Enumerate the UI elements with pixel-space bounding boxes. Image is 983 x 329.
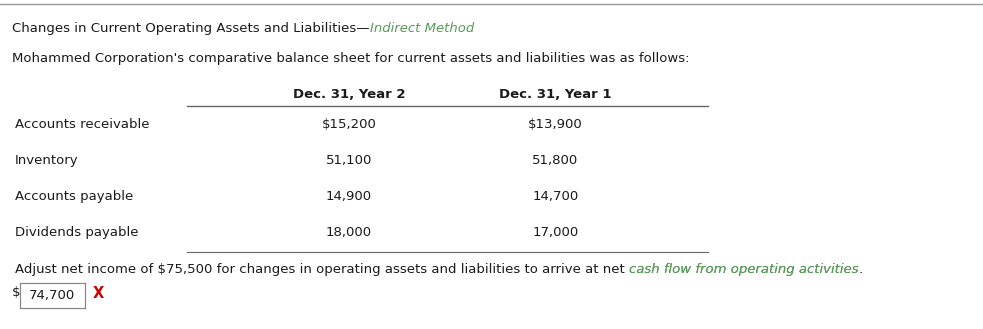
Text: Inventory: Inventory [15,154,79,167]
Text: 18,000: 18,000 [326,226,372,239]
Text: Changes in Current Operating Assets and Liabilities—: Changes in Current Operating Assets and … [12,22,370,35]
Text: $13,900: $13,900 [528,118,583,131]
Text: 51,100: 51,100 [325,154,373,167]
Text: 51,800: 51,800 [532,154,579,167]
Text: Dividends payable: Dividends payable [15,226,139,239]
Text: Mohammed Corporation's comparative balance sheet for current assets and liabilit: Mohammed Corporation's comparative balan… [12,52,689,65]
Text: Dec. 31, Year 2: Dec. 31, Year 2 [293,88,405,101]
Text: Indirect Method: Indirect Method [370,22,474,35]
Text: .: . [858,263,862,276]
Text: 74,700: 74,700 [29,289,76,302]
Text: $15,200: $15,200 [321,118,376,131]
Text: X: X [93,286,104,300]
Text: 14,700: 14,700 [532,190,579,203]
Text: Accounts payable: Accounts payable [15,190,133,203]
Text: Dec. 31, Year 1: Dec. 31, Year 1 [499,88,611,101]
Text: Accounts receivable: Accounts receivable [15,118,149,131]
Text: cash flow from operating activities: cash flow from operating activities [629,263,858,276]
Text: $: $ [12,287,21,299]
Text: 14,900: 14,900 [326,190,372,203]
Text: 17,000: 17,000 [532,226,579,239]
Text: Adjust net income of $75,500 for changes in operating assets and liabilities to : Adjust net income of $75,500 for changes… [15,263,629,276]
Text: cash flow from operating activities: cash flow from operating activities [629,263,858,276]
